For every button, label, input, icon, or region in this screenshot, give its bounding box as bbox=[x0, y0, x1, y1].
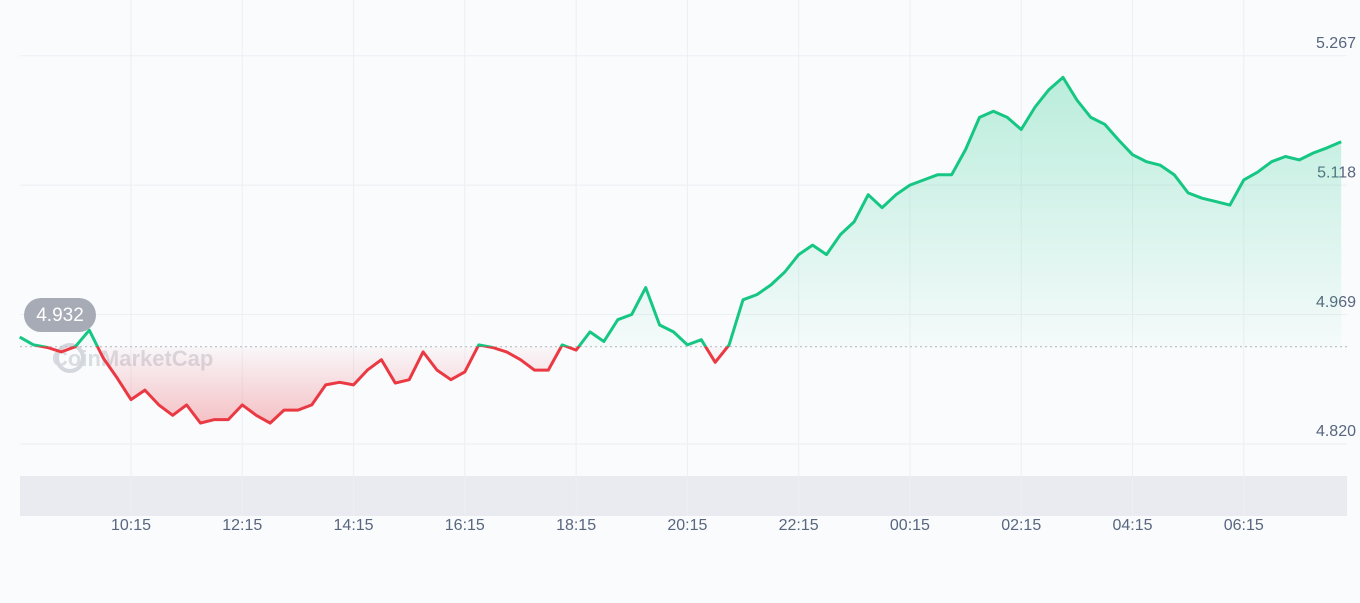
x-tick-label: 00:15 bbox=[890, 517, 930, 534]
x-tick-label: 06:15 bbox=[1224, 517, 1264, 534]
reference-label: 4.932 bbox=[36, 305, 84, 326]
watermark-logo bbox=[55, 343, 85, 373]
x-tick-label: 12:15 bbox=[222, 517, 262, 534]
volume-band bbox=[20, 476, 1347, 516]
reference-badge bbox=[24, 298, 96, 332]
x-tick-label: 02:15 bbox=[1001, 517, 1041, 534]
price-line bbox=[18, 75, 1342, 425]
y-tick-label: 5.267 bbox=[1316, 35, 1356, 52]
y-tick-label: 4.820 bbox=[1316, 423, 1356, 440]
x-tick-label: 16:15 bbox=[445, 517, 485, 534]
x-tick-label: 22:15 bbox=[779, 517, 819, 534]
x-tick-label: 18:15 bbox=[556, 517, 596, 534]
x-tick-label: 14:15 bbox=[334, 517, 374, 534]
x-tick-label: 20:15 bbox=[667, 517, 707, 534]
x-tick-label: 04:15 bbox=[1112, 517, 1152, 534]
x-tick-label: 10:15 bbox=[111, 517, 151, 534]
area-fill bbox=[19, 77, 1342, 424]
